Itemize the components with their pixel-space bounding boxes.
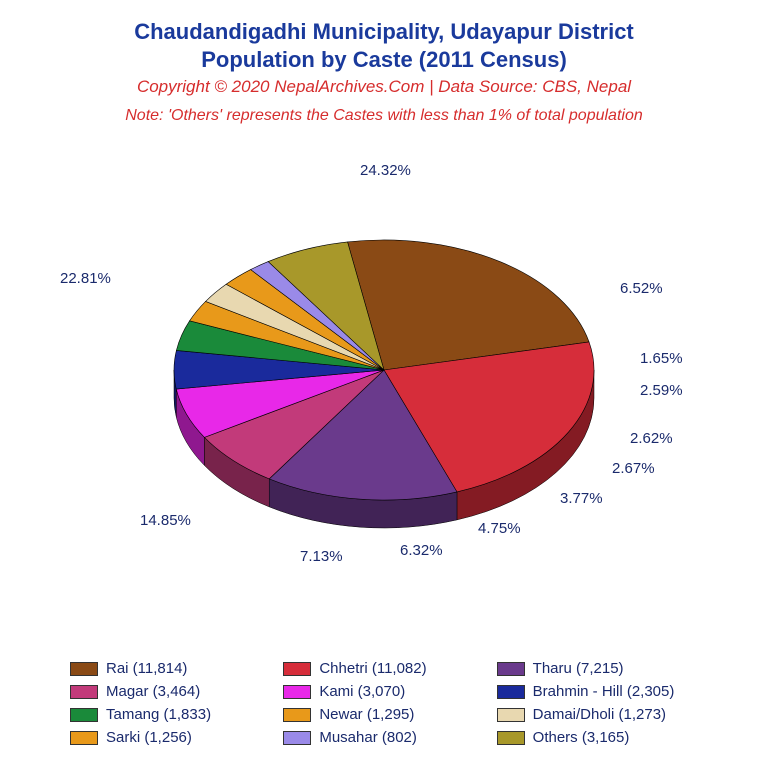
- pct-label: 1.65%: [640, 350, 683, 367]
- pct-label: 14.85%: [140, 512, 191, 529]
- pct-label: 7.13%: [300, 548, 343, 565]
- chart-title-line2: Population by Caste (2011 Census): [0, 46, 768, 74]
- pct-label: 3.77%: [560, 490, 603, 507]
- legend-swatch: [283, 685, 311, 699]
- legend-item: Musahar (802): [283, 729, 484, 746]
- legend-label: Tamang (1,833): [106, 706, 211, 723]
- legend-item: Newar (1,295): [283, 706, 484, 723]
- legend-swatch: [497, 662, 525, 676]
- legend-label: Tharu (7,215): [533, 660, 624, 677]
- pct-label: 24.32%: [360, 162, 411, 179]
- chart-title-line1: Chaudandigadhi Municipality, Udayapur Di…: [0, 18, 768, 46]
- legend-label: Others (3,165): [533, 729, 630, 746]
- legend-item: Tamang (1,833): [70, 706, 271, 723]
- legend-swatch: [283, 662, 311, 676]
- pct-label: 4.75%: [478, 520, 521, 537]
- legend-item: Magar (3,464): [70, 683, 271, 700]
- legend-swatch: [70, 685, 98, 699]
- legend-label: Newar (1,295): [319, 706, 414, 723]
- pct-label: 6.32%: [400, 542, 443, 559]
- legend-item: Brahmin - Hill (2,305): [497, 683, 698, 700]
- pct-label: 22.81%: [60, 270, 111, 287]
- note-text: Note: 'Others' represents the Castes wit…: [0, 107, 768, 125]
- pct-label: 6.52%: [620, 280, 663, 297]
- legend-item: Damai/Dholi (1,273): [497, 706, 698, 723]
- legend-label: Rai (11,814): [106, 660, 187, 677]
- pct-label: 2.59%: [640, 382, 683, 399]
- pie-chart: 24.32% 22.81% 14.85% 7.13% 6.32% 4.75% 3.77% 2.…: [0, 150, 768, 580]
- legend-swatch: [70, 708, 98, 722]
- legend-item: Chhetri (11,082): [283, 660, 484, 677]
- legend-swatch: [497, 708, 525, 722]
- legend-item: Sarki (1,256): [70, 729, 271, 746]
- legend-label: Damai/Dholi (1,273): [533, 706, 666, 723]
- legend-swatch: [283, 731, 311, 745]
- copyright-text: Copyright © 2020 NepalArchives.Com | Dat…: [0, 77, 768, 97]
- legend-swatch: [497, 731, 525, 745]
- legend-item: Rai (11,814): [70, 660, 271, 677]
- legend-item: Kami (3,070): [283, 683, 484, 700]
- legend-swatch: [283, 708, 311, 722]
- legend-label: Chhetri (11,082): [319, 660, 426, 677]
- legend-item: Others (3,165): [497, 729, 698, 746]
- pct-label: 2.67%: [612, 460, 655, 477]
- pct-label: 2.62%: [630, 430, 673, 447]
- legend-label: Magar (3,464): [106, 683, 200, 700]
- legend: Rai (11,814) Chhetri (11,082) Tharu (7,215…: [70, 660, 698, 746]
- legend-item: Tharu (7,215): [497, 660, 698, 677]
- legend-label: Kami (3,070): [319, 683, 405, 700]
- legend-label: Brahmin - Hill (2,305): [533, 683, 675, 700]
- title-block: Chaudandigadhi Municipality, Udayapur Di…: [0, 0, 768, 125]
- legend-label: Sarki (1,256): [106, 729, 192, 746]
- legend-label: Musahar (802): [319, 729, 417, 746]
- legend-swatch: [497, 685, 525, 699]
- legend-swatch: [70, 731, 98, 745]
- legend-swatch: [70, 662, 98, 676]
